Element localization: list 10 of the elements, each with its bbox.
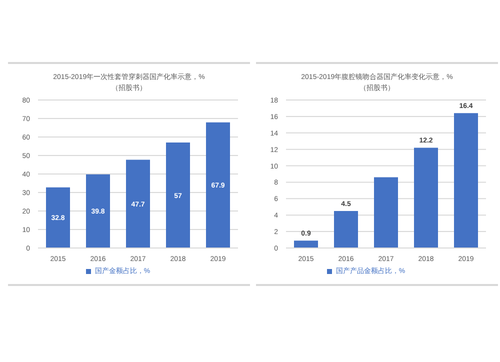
bar <box>206 122 230 248</box>
bar <box>86 174 110 248</box>
bar <box>334 211 358 248</box>
bar <box>166 142 190 248</box>
bar <box>454 113 478 248</box>
bar <box>126 160 150 248</box>
bar <box>46 187 70 248</box>
bar <box>414 148 438 248</box>
bar <box>294 240 318 248</box>
bar <box>374 177 398 248</box>
